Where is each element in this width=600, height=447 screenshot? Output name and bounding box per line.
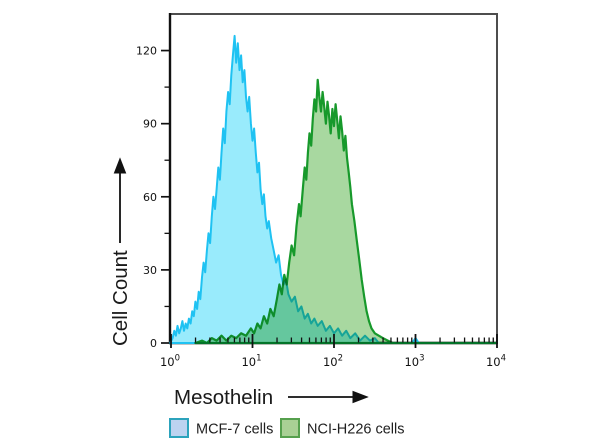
x-tick-label: 101 [241, 354, 261, 370]
y-axis-title-group: Cell Count [109, 157, 132, 346]
x-tick-label: 104 [486, 354, 506, 370]
y-axis-title: Cell Count [109, 250, 132, 346]
histogram-curves [169, 34, 499, 345]
legend: MCF-7 cells NCI-H226 cells [169, 418, 405, 438]
legend-swatch-h226 [280, 418, 300, 438]
legend-item-mcf7: MCF-7 cells [169, 418, 273, 438]
legend-label-h226: NCI-H226 cells [307, 422, 405, 438]
y-tick-label: 120 [136, 45, 157, 58]
legend-label-mcf7: MCF-7 cells [196, 422, 273, 438]
x-axis-title-group: Mesothelin [174, 386, 369, 409]
legend-swatch-mcf7 [169, 418, 189, 438]
y-tick-label: 60 [143, 191, 157, 204]
y-tick-label: 0 [150, 337, 157, 350]
histogram-curve-nci-h226 [194, 78, 499, 345]
y-tick-label: 90 [143, 118, 157, 131]
x-tick-label: 103 [404, 354, 424, 370]
x-tick-label: 100 [160, 354, 180, 370]
y-tick-label: 30 [143, 264, 157, 277]
x-axis-title: Mesothelin [174, 386, 273, 409]
legend-item-h226: NCI-H226 cells [280, 418, 405, 438]
x-tick-label: 102 [323, 354, 343, 370]
axis-ticks: 0 30 60 90 120 100 101 102 103 104 [136, 45, 506, 369]
